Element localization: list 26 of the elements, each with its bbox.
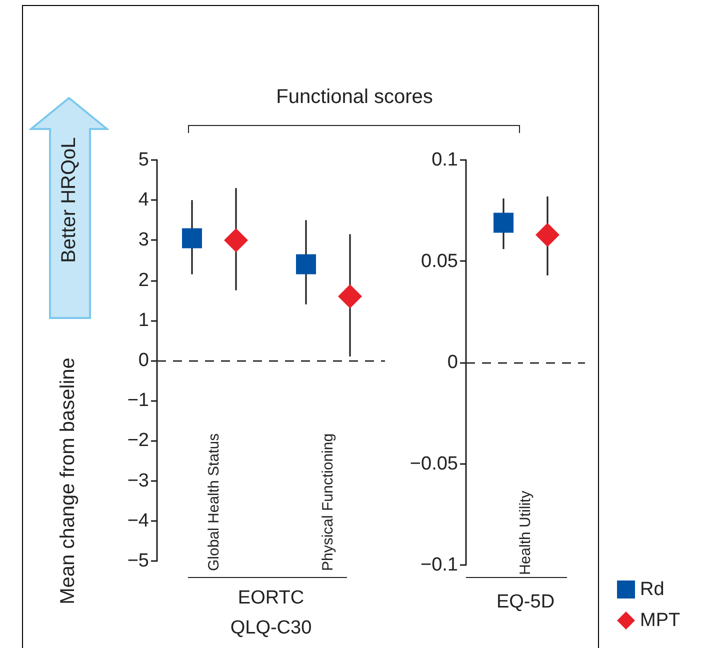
x-tick-label: Health Utility (517, 490, 534, 575)
y-tick-label: −0.1 (420, 554, 458, 576)
legend-label: MPT (640, 610, 680, 631)
y-tick-label: −5 (127, 550, 149, 572)
x-axis-title: EQ-5D (496, 592, 555, 612)
y-tick-label: 0 (447, 352, 458, 373)
y-tick-label: 2 (138, 270, 149, 291)
x-tick-label: Global Health Status (206, 433, 222, 571)
y-tick-label: 4 (138, 190, 150, 211)
legend-label: Rd (640, 579, 664, 600)
x-axis-title: EORTC QLQ-C30 (230, 588, 312, 638)
y-tick-label: 3 (138, 230, 149, 251)
y-tick-label: 0 (138, 350, 149, 371)
text: Functional scores (275, 86, 434, 109)
y-tick-label: 1 (138, 310, 149, 331)
y-tick-label: −0.05 (410, 453, 458, 474)
y-tick-label: 0.05 (421, 250, 458, 272)
y-tick-label: 0.1 (432, 150, 458, 170)
y-tick-label: −3 (127, 470, 149, 492)
y-tick-label: −4 (127, 510, 150, 532)
x-tick-label: Physical Functioning (320, 433, 336, 571)
y-axis-title: Mean change from baseline (56, 356, 80, 606)
y-tick-label: −2 (127, 430, 149, 452)
text: Better HRQoL (57, 136, 81, 265)
y-tick-label: 5 (138, 150, 149, 170)
y-tick-label: −1 (127, 390, 149, 412)
